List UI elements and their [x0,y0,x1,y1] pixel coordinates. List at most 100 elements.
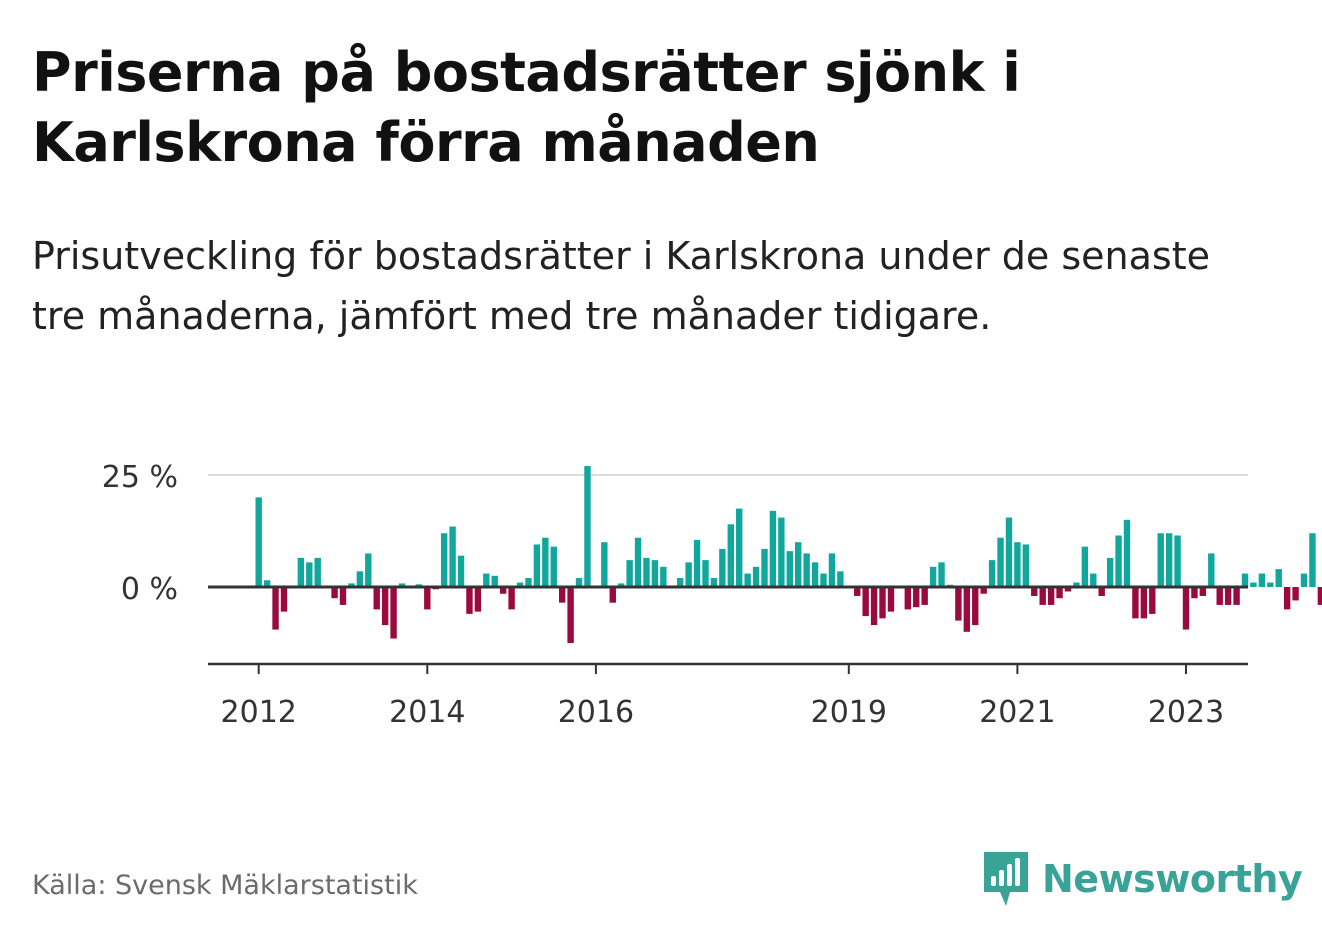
bar [963,587,971,632]
bar [1047,587,1055,605]
bar [440,533,448,587]
bar [1174,535,1181,587]
bar [803,553,810,587]
bar [1309,533,1316,587]
bar [921,587,928,605]
bar [1267,582,1274,587]
bar [811,562,819,587]
bar [828,553,836,587]
x-tick-label: 2021 [979,695,1055,730]
bar [660,566,667,587]
bar [1031,587,1038,596]
bar [601,542,608,587]
y-tick-label: 25 % [102,460,178,495]
source-note: Källa: Svensk Mäklarstatistik [32,870,418,901]
bar [1317,587,1322,605]
bar [980,587,987,594]
bar [255,497,262,587]
bar [1022,544,1030,587]
bar [955,587,962,621]
bar [466,587,473,614]
bar [929,566,937,587]
bar [365,553,372,587]
bar [1182,587,1190,630]
bar [997,537,1004,587]
bar [651,560,659,587]
bar [457,555,465,587]
bar [617,583,625,587]
bar [1115,535,1122,587]
bar [516,582,524,587]
bar [685,562,692,587]
bar [1073,582,1080,587]
bar [1224,587,1232,605]
bar [972,587,979,626]
bar [449,526,456,587]
bar [820,573,827,587]
bar [870,587,878,626]
bar [398,583,406,587]
newsworthy-logo[interactable]: Newsworthy [980,848,1303,910]
bar [752,566,760,587]
bar [533,544,541,587]
bar [1292,587,1299,601]
bar [381,587,389,626]
y-tick-label: 0 % [121,572,178,607]
bar [263,580,271,587]
bar [769,510,777,587]
bar [1132,587,1139,619]
bar [626,560,633,587]
bar [710,578,718,587]
bar [373,587,380,610]
x-tick-label: 2016 [558,695,634,730]
bar [727,524,734,587]
bar [1106,557,1114,587]
bar [1098,587,1105,596]
bar [1165,533,1173,587]
bar [1191,587,1198,599]
bar [1064,587,1072,592]
bar [1250,582,1257,587]
bar [609,587,616,603]
bar [525,578,532,587]
bar [314,557,321,587]
x-tick-label: 2019 [811,695,887,730]
bar [272,587,279,630]
bar [297,557,305,587]
bar [558,587,566,603]
bar [491,575,498,587]
newsworthy-logo-icon [984,852,1028,906]
bar [1157,533,1164,587]
bar [1208,553,1215,587]
bar [306,562,313,587]
bar [795,542,802,587]
bar [1283,587,1291,610]
x-tick-label: 2014 [389,695,465,730]
bar [702,560,709,587]
bar [1140,587,1148,619]
bar [837,571,844,587]
bar [348,583,355,587]
bar [1123,519,1131,587]
bar [483,573,490,587]
bar [1090,573,1097,587]
bar [887,587,895,612]
bar [331,587,338,599]
bar [786,551,793,587]
bar [862,587,869,617]
bar [913,587,920,608]
chart-subtitle: Prisutveckling för bostadsrätter i Karls… [32,234,1210,338]
bar [938,562,945,587]
bar [1056,587,1063,599]
bar [1300,573,1308,587]
bar [1081,546,1089,587]
bar [1039,587,1046,605]
bar [1149,587,1156,614]
bar [904,587,912,610]
axes [208,585,1248,674]
bar [744,573,751,587]
bar [567,587,574,643]
bar [879,587,886,619]
